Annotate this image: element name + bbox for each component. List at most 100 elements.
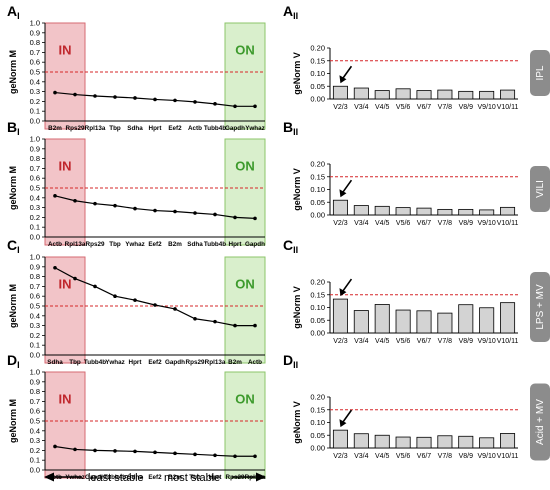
- data-point: [193, 452, 197, 457]
- on-region-box: [224, 22, 266, 130]
- x-tick-label: V4/5: [375, 453, 390, 460]
- y-tick-label: 0.4: [30, 77, 40, 86]
- x-tick-label: Tbp: [109, 241, 121, 248]
- x-tick-label: Tbp: [69, 359, 81, 366]
- condition-tag-label: LPS + MV: [535, 284, 546, 330]
- x-tick-label: Rps29: [86, 241, 105, 248]
- y-tick-label: 0.3: [30, 87, 40, 96]
- data-point: [53, 90, 57, 95]
- x-tick-label: Gapdh: [225, 125, 245, 132]
- x-tick-label: V8/9: [459, 453, 474, 460]
- x-tick-label: Sdha: [187, 241, 203, 248]
- bar: [500, 89, 516, 100]
- x-tick-label: V8/9: [459, 220, 474, 227]
- x-tick-label: Eef2: [148, 359, 162, 366]
- y-tick-label: 0.6: [30, 58, 40, 67]
- data-point: [93, 201, 97, 206]
- y-axis-label: geNorm M: [8, 50, 18, 94]
- y-tick-label: 0.6: [30, 174, 40, 183]
- y-tick-label: 0.2: [30, 97, 40, 106]
- y-tick-label: 0.00: [310, 211, 325, 220]
- bar: [332, 429, 348, 449]
- chart-panel-AII: AII 0.00 0.05 0.10 0.15 0.20 geNorm V V2/3 V3/4 V…: [283, 3, 550, 111]
- y-tick-label: 0.1: [30, 341, 40, 350]
- bar: [437, 89, 453, 100]
- x-tick-label: V9/10: [478, 338, 496, 345]
- in-region-box: [44, 22, 86, 130]
- x-tick-label: B2m: [228, 359, 242, 366]
- y-tick-label: 0.2: [30, 213, 40, 222]
- bar: [395, 88, 411, 100]
- x-tick-label: V3/4: [354, 220, 369, 227]
- y-tick-label: 0.20: [310, 160, 325, 169]
- x-tick-label: Tubb4b: [204, 241, 226, 248]
- x-tick-label: V5/6: [396, 338, 411, 345]
- x-tick-label: Eef2: [168, 125, 182, 132]
- data-point: [173, 98, 177, 103]
- y-tick-label: 0.7: [30, 282, 40, 291]
- data-point: [173, 307, 177, 311]
- x-tick-label: V10/11: [497, 104, 519, 111]
- y-tick-label: 0.9: [30, 28, 40, 37]
- data-point: [153, 97, 157, 102]
- y-tick-label: 0.15: [310, 56, 325, 65]
- on-region-box: [224, 138, 266, 246]
- y-tick-label: 0.15: [310, 172, 325, 181]
- y-tick-label: 0.10: [310, 185, 325, 194]
- data-point: [73, 447, 77, 452]
- x-tick-label: Eef2: [148, 474, 162, 481]
- right-arrow-icon: [256, 472, 266, 482]
- in-label: IN: [59, 42, 72, 57]
- stability-axis: least stable most stable: [44, 472, 266, 484]
- data-point: [193, 316, 197, 321]
- on-region-box: [224, 256, 266, 364]
- data-point: [173, 451, 177, 456]
- x-tick-label: V7/8: [438, 338, 453, 345]
- panel-label: BI: [7, 119, 20, 137]
- x-tick-label: V10/11: [497, 220, 519, 227]
- y-axis-label: geNorm M: [8, 284, 18, 328]
- arrow-icon: [339, 189, 347, 198]
- y-tick-label: 0.05: [310, 82, 325, 91]
- bar: [479, 307, 495, 334]
- y-tick-label: 0.2: [30, 446, 40, 455]
- x-tick-label: V6/7: [417, 220, 432, 227]
- y-tick-label: 0.20: [310, 393, 325, 402]
- y-tick-label: 0.05: [310, 431, 325, 440]
- x-tick-label: Rps29: [186, 359, 205, 366]
- x-tick-label: B2m: [48, 125, 62, 132]
- x-tick-label: Tubb4b: [84, 359, 106, 366]
- panel-label: DII: [283, 352, 298, 370]
- chart-panel-CI: CI IN ON 0.00.10.20.30.40.50.60.70.80.91.0 g…: [7, 237, 266, 366]
- x-tick-label: Tubb4b: [104, 474, 126, 481]
- bar: [437, 435, 453, 449]
- in-label: IN: [59, 276, 72, 291]
- bar: [458, 304, 474, 334]
- data-point: [133, 298, 137, 302]
- bar: [353, 87, 369, 100]
- y-tick-label: 0.05: [310, 316, 325, 325]
- bar: [479, 90, 495, 100]
- x-tick-label: Actb: [188, 125, 202, 132]
- x-tick-label: Sdha: [127, 125, 143, 132]
- y-axis-label: geNorm V: [292, 286, 302, 329]
- data-point: [73, 276, 77, 281]
- bar: [353, 310, 369, 334]
- condition-tag: [530, 383, 550, 461]
- x-tick-label: V10/11: [497, 338, 519, 345]
- arrow-icon: [339, 419, 347, 428]
- bar: [416, 436, 432, 449]
- x-tick-label: Tbp: [189, 474, 201, 481]
- y-tick-label: 0.0: [30, 351, 40, 360]
- condition-tag: [530, 50, 550, 96]
- data-point: [73, 198, 77, 203]
- y-tick-label: 0.3: [30, 321, 40, 330]
- bar: [374, 304, 390, 334]
- in-region-box: [44, 371, 86, 479]
- x-tick-label: Ywhaz: [105, 359, 125, 366]
- on-label: ON: [235, 391, 255, 406]
- x-tick-label: Ywhaz: [245, 125, 265, 132]
- y-tick-label: 0.7: [30, 164, 40, 173]
